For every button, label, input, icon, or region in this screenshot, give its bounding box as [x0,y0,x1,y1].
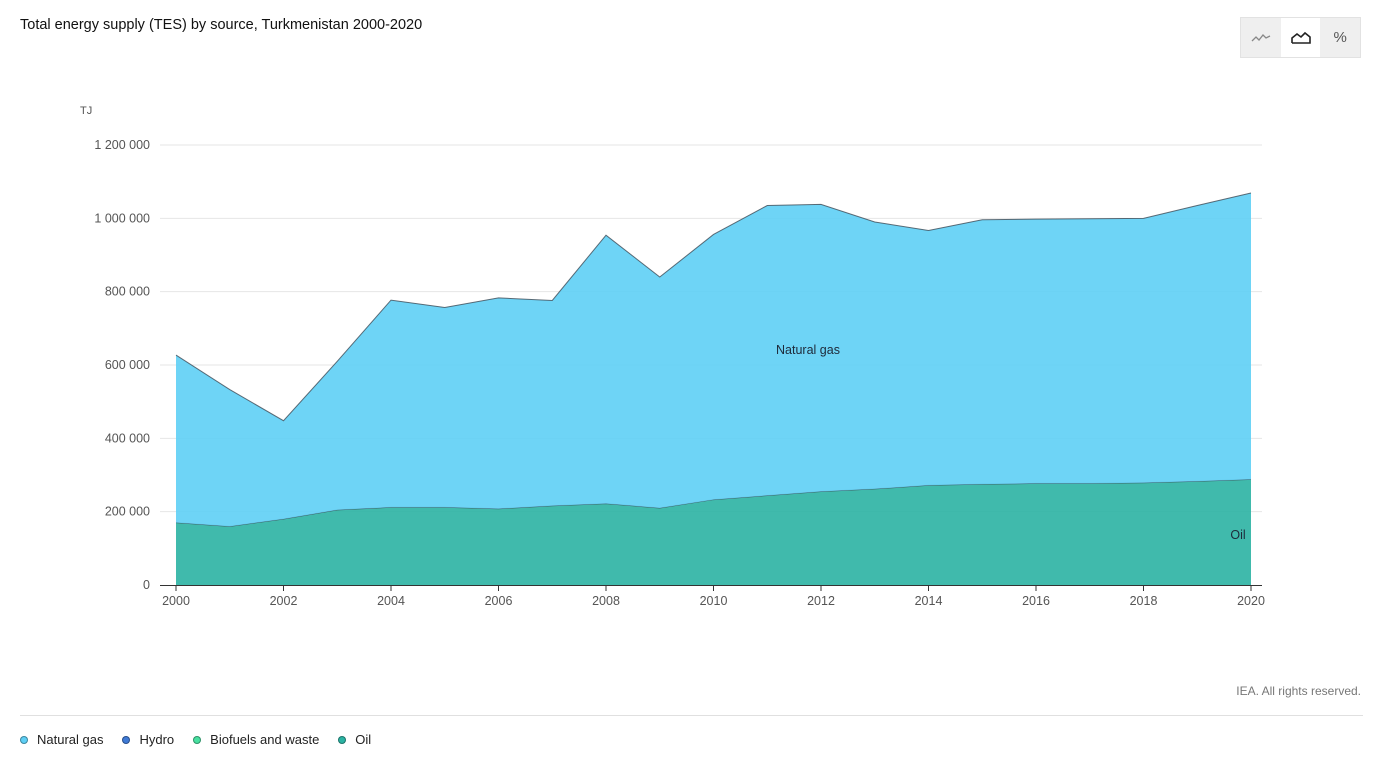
y-axis-unit: TJ [80,105,92,117]
area-chart-toggle[interactable] [1280,18,1321,57]
line-chart-toggle[interactable] [1241,18,1281,57]
legend-swatch [122,735,131,744]
x-tick-label: 2006 [485,594,513,608]
x-tick-label: 2010 [700,594,728,608]
legend-label: Natural gas [37,732,104,747]
x-tick-label: 2008 [592,594,620,608]
x-tick-label: 2016 [1022,594,1050,608]
area-natural-gas[interactable] [176,193,1251,527]
y-tick-label: 1 200 000 [94,138,150,152]
chart-title: Total energy supply (TES) by source, Tur… [20,17,423,33]
legend-label: Biofuels and waste [210,732,320,747]
x-tick-label: 2000 [162,594,190,608]
area-oil[interactable] [176,479,1251,585]
x-tick-label: 2004 [377,594,405,608]
area-chart-icon [1290,31,1311,44]
area-chart: Oil Natural gas 0 200 000 400 000 600 000 800… [80,105,1265,608]
x-tick-label: 2002 [270,594,298,608]
legend-label: Hydro [139,732,175,747]
legend-swatch [338,735,347,744]
legend-item-hydro[interactable]: Hydro [122,732,174,747]
legend-swatch [20,735,28,744]
percent-toggle[interactable]: % [1320,18,1360,57]
y-tick-label: 1 000 000 [94,211,150,225]
series-areas: Oil Natural gas [175,192,1252,585]
legend-item-oil[interactable]: Oil [338,732,371,747]
line-chart-icon [1251,33,1271,41]
legend-label: Oil [355,732,372,747]
y-tick-label: 800 000 [105,285,150,299]
x-tick-label: 2012 [807,594,835,608]
y-tick-label: 200 000 [105,505,150,519]
legend: Natural gas Hydro Biofuels and waste Oil [20,732,390,747]
x-tick-label: 2014 [915,594,943,608]
legend-swatch [193,735,202,744]
x-tick-label: 2020 [1237,594,1265,608]
legend-item-natural-gas[interactable]: Natural gas [20,732,103,747]
y-tick-label: 400 000 [105,431,150,445]
y-tick-label: 600 000 [105,358,150,372]
x-tick-label: 2018 [1130,594,1158,608]
series-label: Oil [1230,528,1245,542]
legend-divider [20,715,1363,716]
series-label: Natural gas [776,343,840,357]
chart-type-toggle: % [1240,17,1361,58]
percent-icon: % [1333,29,1347,46]
axes: 0 200 000 400 000 600 000 800 000 1 000 000 1 … [94,138,1265,608]
copyright-notice: IEA. All rights reserved. [1236,684,1361,698]
series-line [175,192,1252,422]
legend-item-biofuels-and-waste[interactable]: Biofuels and waste [193,732,319,747]
y-tick-label: 0 [143,578,150,592]
